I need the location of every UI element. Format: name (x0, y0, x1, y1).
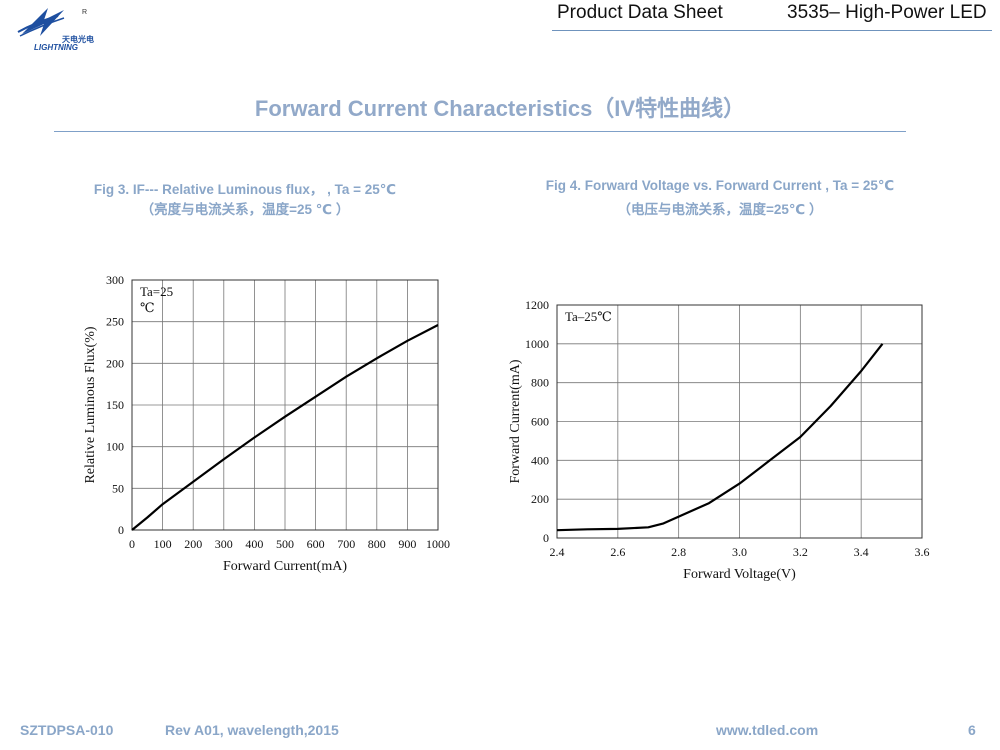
y-tick-label: 50 (112, 481, 124, 495)
data-line (556, 343, 884, 532)
y-tick-label: 600 (531, 415, 549, 429)
logo-text-cn: 天电光电 (62, 34, 94, 44)
x-axis-label: Forward Voltage(V) (683, 567, 796, 582)
plot-frame (131, 279, 439, 531)
fig3-caption: Fig 3. IF--- Relative Luminous flux， , T… (93, 182, 397, 197)
header-divider (552, 30, 992, 31)
y-axis-label: Forward Current(mA) (508, 359, 523, 483)
y-axis-label: Relative Luminous Flux(%) (83, 326, 98, 483)
y-tick-label: 150 (106, 398, 124, 412)
temperature-annotation: Ta=25 (140, 284, 173, 299)
doc-type-label: Product Data Sheet (557, 2, 723, 23)
temperature-annotation: ℃ (140, 300, 155, 315)
x-tick-label: 200 (184, 537, 202, 551)
fig3-caption-cn: （亮度与电流关系，温度=25 ℃ ） (140, 202, 350, 217)
fig4-caption-cn: （电压与电流关系，温度=25℃ ） (617, 202, 823, 217)
registered-mark: R (82, 9, 87, 16)
company-logo: R 天电光电 LIGHTNING (14, 4, 104, 52)
x-tick-label: 2.4 (550, 545, 565, 559)
x-tick-label: 3.2 (793, 545, 808, 559)
y-tick-label: 1200 (525, 298, 549, 312)
x-tick-label: 300 (215, 537, 233, 551)
x-tick-label: 3.6 (915, 545, 930, 559)
footer-page-number: 6 (968, 722, 976, 738)
x-tick-label: 400 (245, 537, 263, 551)
y-tick-label: 0 (543, 531, 549, 545)
logo-text-en: LIGHTNING (34, 43, 78, 52)
y-tick-label: 1000 (525, 337, 549, 351)
product-name: 3535– High-Power LED (787, 2, 987, 23)
y-tick-label: 250 (106, 315, 124, 329)
y-tick-label: 400 (531, 453, 549, 467)
luminous-flux-chart: 0 100 200 300 400 500 600 700 800 900 1000 0 50 100 15… (83, 273, 450, 574)
x-axis-label: Forward Current(mA) (223, 559, 347, 574)
y-tick-label: 800 (531, 376, 549, 390)
lightning-logo-icon: R 天电光电 LIGHTNING (17, 8, 94, 52)
y-tick-label: 300 (106, 273, 124, 287)
x-tick-label: 3.4 (854, 545, 869, 559)
plot-frame (556, 304, 923, 539)
temperature-annotation: Ta–25℃ (565, 309, 612, 324)
x-tick-label: 900 (398, 537, 416, 551)
x-tick-label: 3.0 (732, 545, 747, 559)
footer-revision: Rev A01, wavelength,2015 (165, 722, 339, 738)
page-title: Forward Current Characteristics（IV特性曲线） (254, 96, 746, 121)
y-tick-label: 200 (106, 356, 124, 370)
iv-curve-chart: 2.4 2.6 2.8 3.0 3.2 3.4 3.6 0 200 400 600 800 1000 12… (508, 298, 930, 582)
x-tick-label: 600 (307, 537, 325, 551)
x-tick-label: 700 (337, 537, 355, 551)
x-tick-label: 100 (154, 537, 172, 551)
y-tick-label: 100 (106, 440, 124, 454)
footer-doc-code: SZTDPSA-010 (20, 722, 114, 738)
x-tick-label: 0 (129, 537, 135, 551)
data-line (131, 324, 439, 531)
x-tick-label: 800 (368, 537, 386, 551)
y-tick-label: 0 (118, 523, 124, 537)
x-tick-label: 500 (276, 537, 294, 551)
x-tick-label: 2.6 (610, 545, 625, 559)
x-tick-label: 1000 (426, 537, 450, 551)
fig4-caption: Fig 4. Forward Voltage vs. Forward Curre… (545, 178, 895, 193)
footer-website-link[interactable]: www.tdled.com (716, 722, 819, 738)
title-divider (54, 131, 906, 132)
y-tick-label: 200 (531, 492, 549, 506)
x-tick-label: 2.8 (671, 545, 686, 559)
